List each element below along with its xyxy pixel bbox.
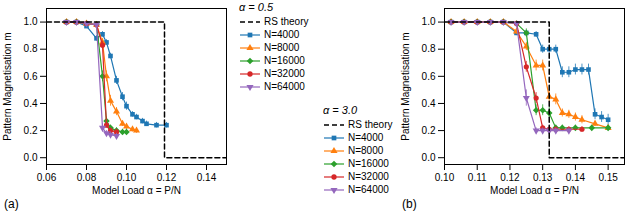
html-text:N=4000: N=4000 (348, 132, 384, 143)
svg-text:0.10: 0.10 (435, 172, 455, 183)
html-text:N=32000: N=32000 (264, 68, 305, 79)
svg-text:Pattern Magnetisation m: Pattern Magnetisation m (400, 32, 411, 140)
html-text:N=64000: N=64000 (264, 81, 305, 92)
html-text:N=8000: N=8000 (348, 145, 384, 156)
html-text:N=16000: N=16000 (348, 158, 389, 169)
svg-text:Model Load α = P/N: Model Load α = P/N (490, 185, 579, 196)
html-text:N=8000: N=8000 (264, 42, 300, 53)
svg-text:0.8: 0.8 (24, 43, 38, 54)
svg-text:0.12: 0.12 (157, 172, 177, 183)
html-text:N=4000: N=4000 (264, 29, 300, 40)
svg-text:1.0: 1.0 (422, 16, 436, 27)
svg-text:0.10: 0.10 (117, 172, 137, 183)
svg-text:0.8: 0.8 (422, 43, 436, 54)
html-text:RS theory: RS theory (264, 16, 309, 27)
svg-text:0.4: 0.4 (422, 98, 436, 109)
html-text:N=64000: N=64000 (348, 184, 389, 195)
svg-text:0.08: 0.08 (77, 172, 97, 183)
svg-text:0.06: 0.06 (37, 172, 57, 183)
svg-text:Model Load α = P/N: Model Load α = P/N (92, 185, 181, 196)
svg-text:0.2: 0.2 (24, 125, 38, 136)
svg-text:0.0: 0.0 (422, 152, 436, 163)
svg-text:Pattern Magnetisation m: Pattern Magnetisation m (2, 32, 13, 140)
svg-text:1.0: 1.0 (24, 16, 38, 27)
html-text:(a): (a) (4, 197, 19, 211)
html-text:α = 0.5: α = 0.5 (239, 1, 274, 13)
svg-text:0.14: 0.14 (566, 172, 586, 183)
html-text:RS theory: RS theory (348, 119, 393, 130)
svg-text:0.15: 0.15 (598, 172, 618, 183)
html-text:(b): (b) (402, 197, 417, 211)
svg-text:0.0: 0.0 (24, 152, 38, 163)
svg-text:0.14: 0.14 (197, 172, 217, 183)
svg-text:0.6: 0.6 (24, 71, 38, 82)
svg-text:0.6: 0.6 (422, 71, 436, 82)
svg-text:0.11: 0.11 (468, 172, 487, 183)
svg-text:0.4: 0.4 (24, 98, 38, 109)
html-text:N=16000: N=16000 (264, 55, 305, 66)
html-text:α = 3.0: α = 3.0 (323, 104, 358, 116)
svg-text:0.12: 0.12 (500, 172, 520, 183)
html-text:N=32000: N=32000 (348, 171, 389, 182)
svg-text:0.13: 0.13 (533, 172, 553, 183)
svg-text:0.2: 0.2 (422, 125, 436, 136)
